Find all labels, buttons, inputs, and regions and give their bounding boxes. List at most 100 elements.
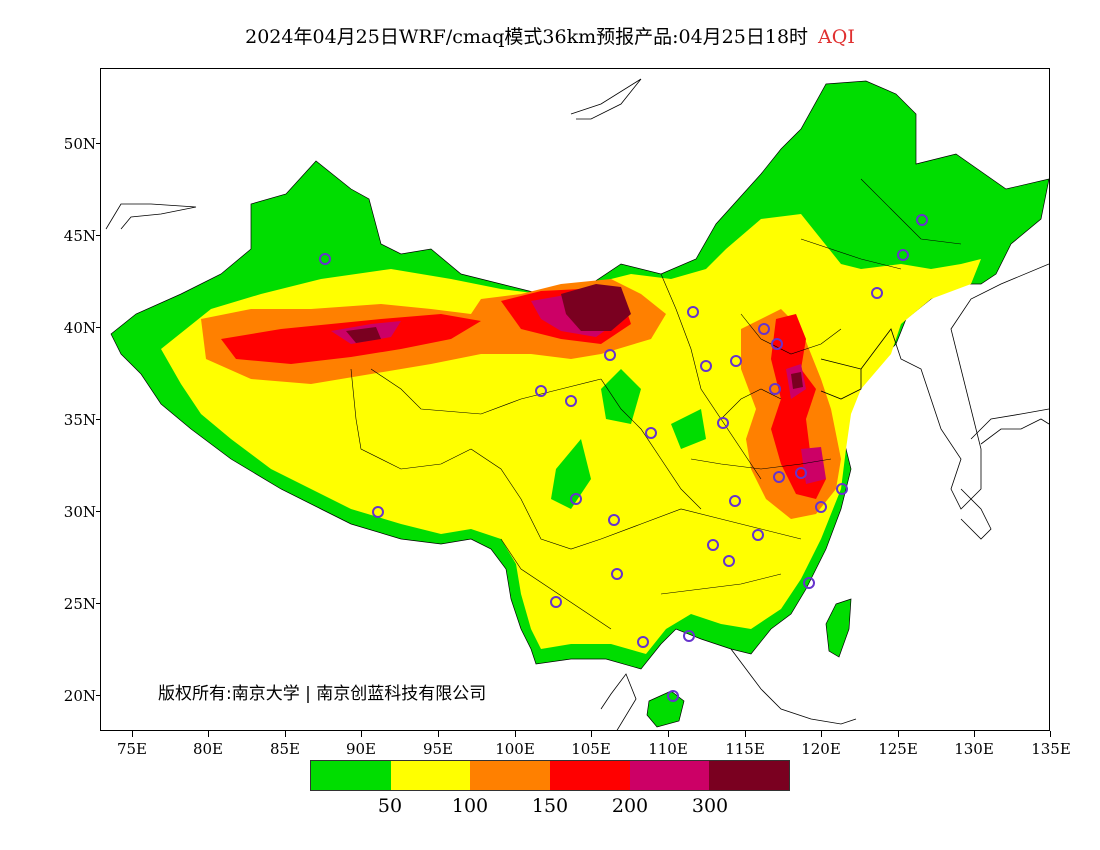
lon-label-85e: 85E <box>269 740 301 758</box>
legend-swatch-very-unhealthy <box>629 761 710 790</box>
aqi-region-green-patch <box>601 369 641 424</box>
aqi-map[interactable] <box>100 68 1050 731</box>
legend-label-300: 300 <box>691 795 729 817</box>
legend-label-150: 150 <box>531 795 569 817</box>
lon-tick <box>591 731 592 737</box>
station-marker <box>871 287 883 299</box>
lon-label-105e: 105E <box>571 740 611 758</box>
station-marker <box>803 577 815 589</box>
aqi-region-green-patch <box>671 409 706 449</box>
station-marker <box>645 427 657 439</box>
lon-tick <box>821 731 822 737</box>
lat-label-25n: 25N <box>63 595 96 613</box>
lon-label-95e: 95E <box>422 740 454 758</box>
station-marker <box>637 636 649 648</box>
aqi-region-maroon <box>346 327 381 343</box>
station-marker <box>769 383 781 395</box>
lon-label-110e: 110E <box>648 740 688 758</box>
lat-tick <box>96 603 101 604</box>
lat-label-45n: 45N <box>63 227 96 245</box>
lat-tick <box>96 327 101 328</box>
lon-label-120e: 120E <box>801 740 841 758</box>
lon-label-125e: 125E <box>878 740 918 758</box>
lon-tick <box>438 731 439 737</box>
station-marker <box>730 355 742 367</box>
station-marker <box>565 395 577 407</box>
station-markers <box>319 214 928 702</box>
station-marker <box>604 349 616 361</box>
lon-label-135e: 135E <box>1031 740 1071 758</box>
title-text: 2024年04月25日WRF/cmaq模式36km预报产品:04月25日18时 <box>245 26 809 48</box>
station-marker <box>319 253 331 265</box>
legend-label-100: 100 <box>451 795 489 817</box>
legend-swatch-unhealthy-sensitive <box>470 761 551 790</box>
lon-tick <box>1050 731 1051 737</box>
lat-tick <box>96 419 101 420</box>
lon-tick <box>132 731 133 737</box>
lon-tick <box>515 731 516 737</box>
map-canvas <box>105 78 1049 730</box>
lon-tick <box>208 731 209 737</box>
legend-swatch-hazardous <box>709 761 790 790</box>
legend-swatch-good <box>311 761 391 790</box>
coastlines <box>105 78 1049 730</box>
aqi-region-green-patch <box>551 439 591 509</box>
copyright-notice: 版权所有:南京大学 | 南京创蓝科技有限公司 <box>158 684 487 704</box>
legend-swatch-moderate <box>390 761 471 790</box>
lon-tick <box>745 731 746 737</box>
lat-tick <box>96 511 101 512</box>
station-marker <box>795 467 807 479</box>
station-marker <box>687 306 699 318</box>
lat-label-35n: 35N <box>63 411 96 429</box>
lon-label-90e: 90E <box>345 740 377 758</box>
station-marker <box>667 690 679 702</box>
station-marker <box>570 493 582 505</box>
lat-label-20n: 20N <box>63 687 96 705</box>
aqi-region-maroon <box>561 284 631 331</box>
station-marker <box>535 385 547 397</box>
aqi-color-legend <box>310 760 790 791</box>
station-marker <box>611 568 623 580</box>
lon-tick <box>668 731 669 737</box>
lat-tick <box>96 143 101 144</box>
lat-label-50n: 50N <box>63 135 96 153</box>
station-marker <box>815 501 827 513</box>
lon-label-75e: 75E <box>116 740 148 758</box>
lat-tick <box>96 695 101 696</box>
map-title: 2024年04月25日WRF/cmaq模式36km预报产品:04月25日18时 A… <box>0 22 1100 49</box>
lon-label-115e: 115E <box>725 740 765 758</box>
aqi-region-taiwan <box>825 598 852 658</box>
station-marker <box>771 338 783 350</box>
aqi-region-red <box>771 314 826 499</box>
station-marker <box>608 514 620 526</box>
legend-label-50: 50 <box>377 795 403 817</box>
legend-swatch-unhealthy <box>550 761 630 790</box>
lon-label-80e: 80E <box>192 740 224 758</box>
lat-label-30n: 30N <box>63 503 96 521</box>
station-marker <box>717 417 729 429</box>
lon-label-130e: 130E <box>954 740 994 758</box>
station-marker <box>372 506 384 518</box>
station-marker <box>723 555 735 567</box>
aqi-region-magenta <box>801 447 826 484</box>
station-marker <box>700 360 712 372</box>
lon-tick <box>974 731 975 737</box>
province-borders <box>350 178 962 630</box>
aqi-region-maroon <box>791 372 803 389</box>
station-marker <box>752 529 764 541</box>
lat-tick <box>96 235 101 236</box>
lon-tick <box>285 731 286 737</box>
station-marker <box>836 483 848 495</box>
station-marker <box>758 323 770 335</box>
station-marker <box>897 249 909 261</box>
station-marker <box>916 214 928 226</box>
legend-label-200: 200 <box>611 795 649 817</box>
station-marker <box>683 630 695 642</box>
station-marker <box>729 495 741 507</box>
station-marker <box>773 471 785 483</box>
lon-label-100e: 100E <box>495 740 535 758</box>
lon-tick <box>898 731 899 737</box>
lat-label-40n: 40N <box>63 319 96 337</box>
product-label: AQI <box>818 26 855 48</box>
station-marker <box>707 539 719 551</box>
